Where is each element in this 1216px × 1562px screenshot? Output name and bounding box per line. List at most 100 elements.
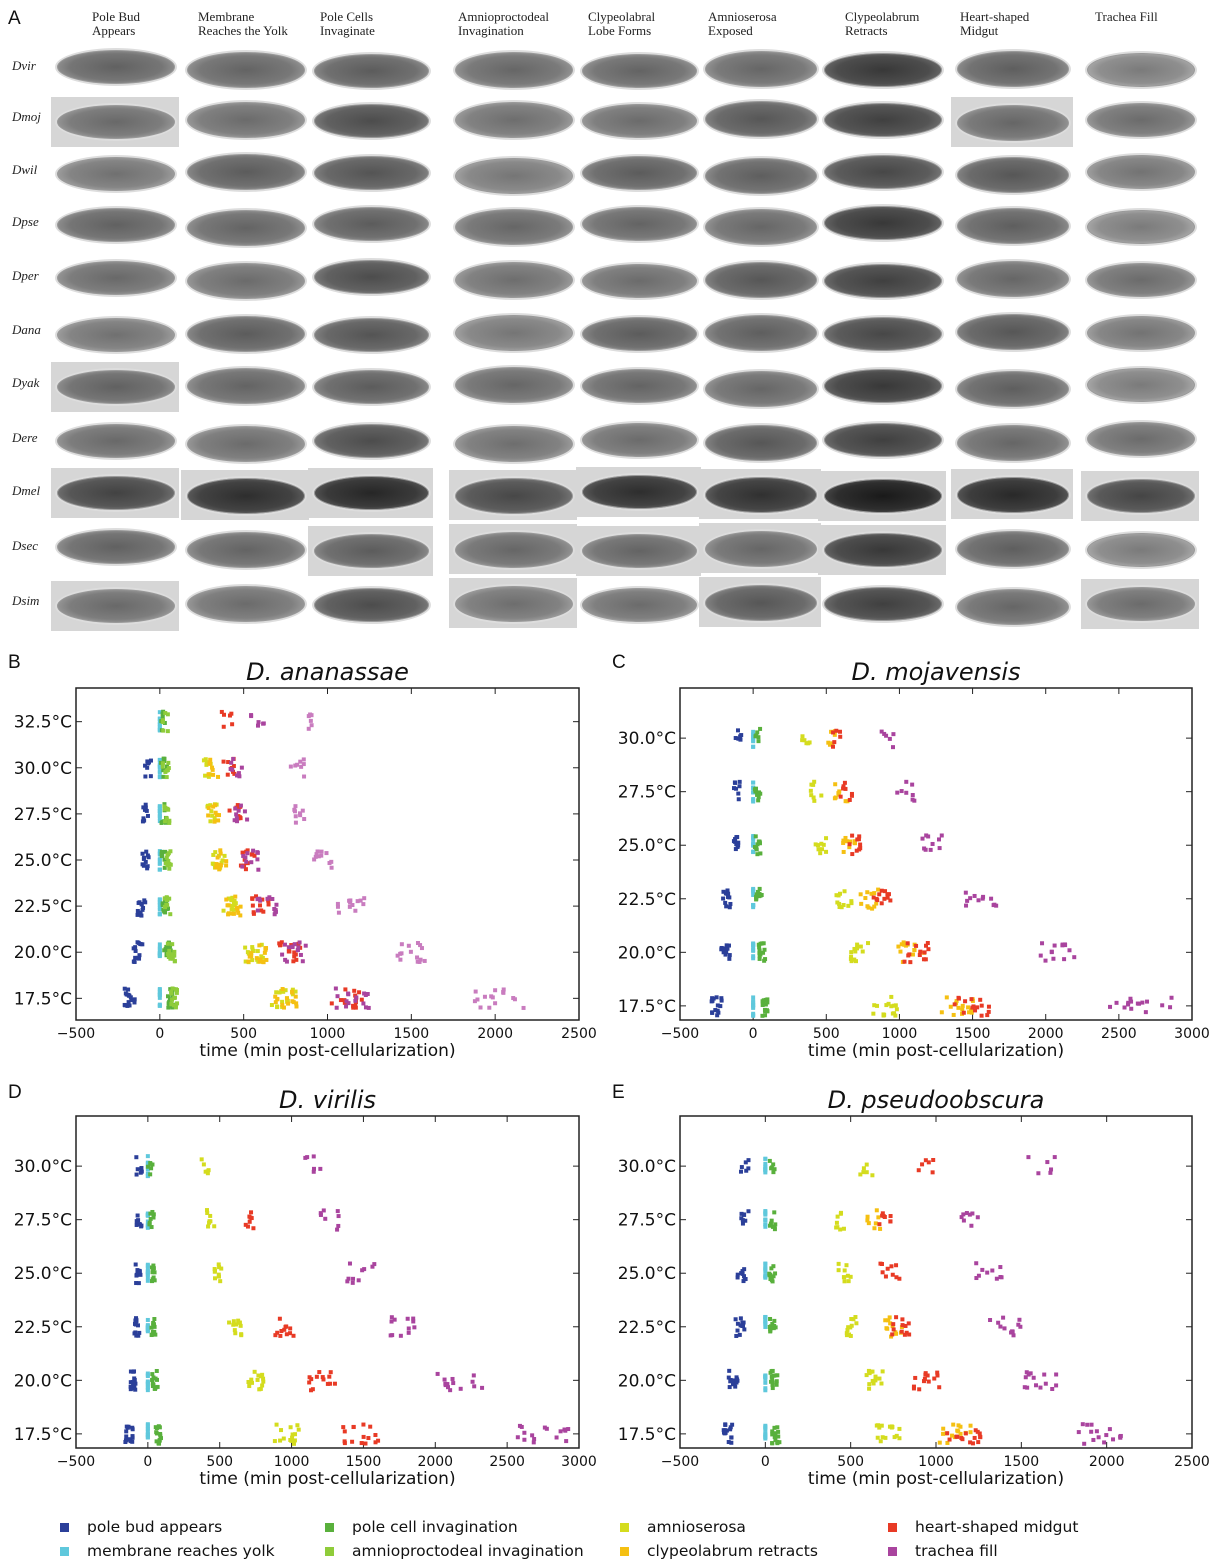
data-point xyxy=(245,1224,250,1229)
data-point xyxy=(144,849,149,854)
data-point xyxy=(299,764,304,769)
embryo-image xyxy=(703,475,819,515)
data-point xyxy=(145,1326,150,1331)
data-point xyxy=(1089,1429,1094,1434)
data-point xyxy=(236,910,241,915)
data-point xyxy=(813,842,818,847)
data-point xyxy=(203,773,208,778)
data-point xyxy=(905,941,910,946)
data-point xyxy=(301,762,306,767)
data-point xyxy=(877,892,882,897)
data-point xyxy=(302,774,307,779)
data-point xyxy=(961,1218,966,1223)
data-point xyxy=(1085,1422,1090,1427)
data-point xyxy=(480,1385,485,1390)
data-point xyxy=(800,738,805,743)
data-point xyxy=(1022,1385,1027,1390)
data-point xyxy=(969,1223,974,1228)
embryo-image xyxy=(453,156,575,196)
data-point xyxy=(164,855,169,860)
data-point xyxy=(974,1261,979,1266)
data-point xyxy=(763,1009,768,1014)
data-point xyxy=(325,1381,330,1386)
data-point xyxy=(328,1381,333,1386)
data-point xyxy=(213,803,218,808)
data-point xyxy=(531,1440,536,1445)
data-point xyxy=(162,756,167,761)
embryo-image xyxy=(822,477,944,515)
data-point xyxy=(758,952,763,957)
data-point xyxy=(458,1386,463,1391)
data-point xyxy=(969,1010,974,1015)
data-point xyxy=(763,1013,768,1018)
data-point xyxy=(145,1225,150,1230)
data-point xyxy=(980,1267,985,1272)
data-point xyxy=(160,718,165,723)
data-point xyxy=(975,1215,980,1220)
data-point xyxy=(132,959,137,964)
data-point xyxy=(1082,1441,1087,1446)
data-point xyxy=(853,949,858,954)
data-point xyxy=(835,1214,840,1219)
data-point xyxy=(168,862,173,867)
data-point xyxy=(213,1276,218,1281)
data-point xyxy=(151,1375,156,1380)
data-point xyxy=(728,1427,733,1432)
data-point xyxy=(902,1332,907,1337)
data-point xyxy=(165,903,170,908)
data-point xyxy=(283,988,288,993)
data-point xyxy=(249,860,254,865)
data-point xyxy=(885,895,890,900)
data-point xyxy=(900,1317,905,1322)
embryo-image xyxy=(1085,530,1197,569)
data-point xyxy=(315,849,320,854)
data-point xyxy=(406,1330,411,1335)
data-point xyxy=(221,759,226,764)
data-point xyxy=(890,745,895,750)
data-point xyxy=(836,1261,841,1266)
data-point xyxy=(226,911,231,916)
data-point xyxy=(751,744,756,749)
data-point xyxy=(1089,1422,1094,1427)
data-point xyxy=(221,724,226,729)
data-point xyxy=(419,946,424,951)
data-point xyxy=(742,1267,747,1272)
data-point xyxy=(756,795,761,800)
data-point xyxy=(767,1158,772,1163)
data-point xyxy=(145,1423,150,1428)
data-point xyxy=(291,1441,296,1446)
embryo-image xyxy=(822,314,944,353)
data-point xyxy=(336,1223,341,1228)
data-point xyxy=(158,1433,163,1438)
data-point xyxy=(837,904,842,909)
embryo-image xyxy=(955,48,1071,89)
embryo-image xyxy=(955,528,1071,569)
data-point xyxy=(259,908,264,913)
data-point xyxy=(157,907,162,912)
data-point xyxy=(235,819,240,824)
data-point xyxy=(945,1440,950,1445)
panel-letter-d: D xyxy=(8,1082,22,1103)
data-point xyxy=(150,1372,155,1377)
data-point xyxy=(292,950,297,955)
data-point xyxy=(763,1002,768,1007)
data-point xyxy=(751,1011,756,1016)
data-point xyxy=(170,942,175,947)
data-point xyxy=(335,904,340,909)
data-point xyxy=(157,812,162,817)
data-point xyxy=(145,1173,150,1178)
data-point xyxy=(164,944,169,949)
data-point xyxy=(292,809,297,814)
data-point xyxy=(1050,1386,1055,1391)
data-point xyxy=(448,1388,453,1393)
data-point xyxy=(998,1274,1003,1279)
data-point xyxy=(247,1219,252,1224)
data-point xyxy=(293,952,298,957)
data-point xyxy=(208,1213,213,1218)
data-point xyxy=(236,1318,241,1323)
data-point xyxy=(273,909,278,914)
data-point xyxy=(833,782,838,787)
data-point xyxy=(210,765,215,770)
data-point xyxy=(735,834,740,839)
data-point xyxy=(151,1320,156,1325)
